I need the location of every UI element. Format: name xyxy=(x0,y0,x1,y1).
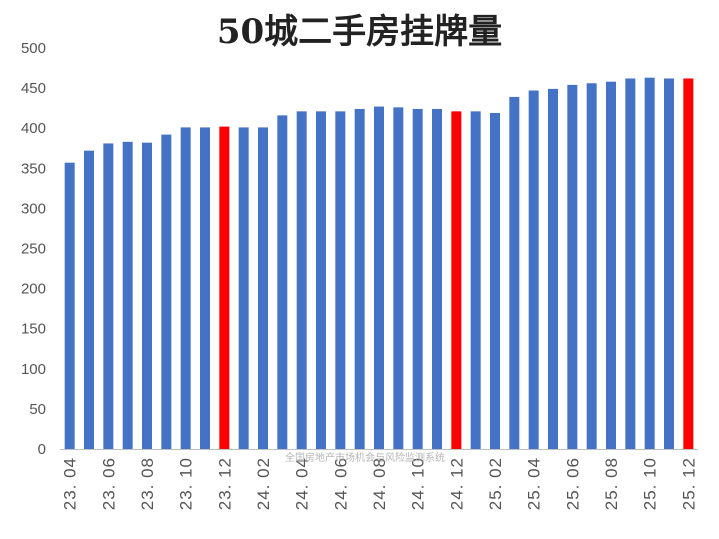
y-tick-label: 200 xyxy=(21,281,46,298)
bar xyxy=(528,90,539,449)
bar xyxy=(586,83,597,449)
bar xyxy=(277,115,288,450)
x-tick-label: 24. 02 xyxy=(254,457,273,510)
bar xyxy=(548,88,558,450)
x-tick-label: 23. 12 xyxy=(215,457,234,510)
x-tick-label: 24. 12 xyxy=(447,457,466,510)
x-tick-label: 25. 08 xyxy=(602,457,621,510)
y-tick-label: 300 xyxy=(21,200,46,217)
y-tick-label: 400 xyxy=(21,120,46,137)
x-tick-label: 25. 02 xyxy=(486,457,505,510)
y-tick-label: 150 xyxy=(21,321,46,338)
bar xyxy=(180,127,191,450)
bar xyxy=(567,84,578,449)
x-tick-label: 23. 08 xyxy=(138,457,157,510)
bar xyxy=(374,106,384,450)
x-tick-label: 24. 06 xyxy=(331,457,350,510)
x-tick-label: 25. 04 xyxy=(525,457,544,510)
x-tick-label: 24. 04 xyxy=(293,457,312,510)
bar xyxy=(64,162,75,449)
bar xyxy=(142,142,152,449)
x-tick-label: 23. 10 xyxy=(177,457,196,510)
bar xyxy=(490,112,500,450)
bar xyxy=(432,108,442,449)
y-tick-label: 500 xyxy=(21,40,46,57)
bar xyxy=(238,127,249,450)
chart-title: 50城二手房挂牌量 xyxy=(216,12,503,52)
bar xyxy=(606,81,616,450)
bar-highlighted xyxy=(451,111,462,450)
y-tick-label: 450 xyxy=(21,80,46,97)
y-tick-label: 350 xyxy=(21,160,46,177)
bar xyxy=(509,96,520,450)
y-tick-label: 0 xyxy=(38,441,46,458)
bar xyxy=(354,108,365,449)
bar-highlighted xyxy=(219,126,230,449)
bar xyxy=(393,107,404,449)
bar xyxy=(470,111,481,450)
x-tick-label: 24. 08 xyxy=(370,457,389,510)
bar-highlighted xyxy=(683,78,694,449)
x-tick-label: 23. 06 xyxy=(99,457,118,510)
x-tick-label: 23. 04 xyxy=(61,457,80,510)
bar xyxy=(412,108,423,449)
y-tick-label: 50 xyxy=(29,401,46,418)
y-tick-label: 250 xyxy=(21,241,46,258)
bar xyxy=(258,127,268,450)
bar xyxy=(644,77,655,450)
x-tick-label: 24. 10 xyxy=(409,457,428,510)
bar xyxy=(316,111,326,450)
bar xyxy=(122,141,133,449)
x-tick-label: 25. 06 xyxy=(563,457,582,510)
bar xyxy=(296,111,307,450)
bar xyxy=(664,78,674,449)
bar xyxy=(625,78,636,449)
bar xyxy=(84,150,94,449)
watermark: 全国房地产市场机会与风险监测系统 xyxy=(285,451,445,464)
bar xyxy=(335,111,346,450)
bars xyxy=(64,77,694,450)
x-tick-label: 25. 10 xyxy=(641,457,660,510)
bar xyxy=(161,134,172,449)
x-axis: 23. 04 23. 06 23. 08 23. 10 23. 12 24. 02 24. … xyxy=(61,457,699,510)
bar xyxy=(200,127,210,450)
y-axis: 0 50 100 150 200 250 300 350 400 450 500 xyxy=(21,40,46,458)
bar xyxy=(103,143,114,449)
x-tick-label: 25. 12 xyxy=(679,457,698,510)
y-tick-label: 100 xyxy=(21,361,46,378)
